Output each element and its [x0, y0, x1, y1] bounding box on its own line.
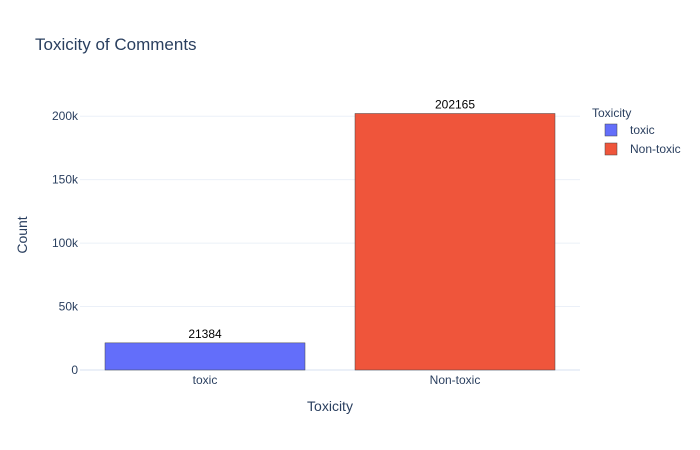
bar-non-toxic[interactable] [354, 113, 556, 371]
legend[interactable]: Toxicity toxic Non-toxic [592, 106, 681, 156]
data-label: 202165 [435, 97, 475, 111]
x-axis-title: Toxicity [307, 398, 353, 414]
x-tick-label: Non-toxic [430, 373, 481, 387]
y-tick-label: 200k [52, 109, 79, 123]
y-axis-ticks: 0 50k 100k 150k 200k [52, 109, 79, 377]
legend-label: Non-toxic [630, 142, 681, 156]
y-tick-label: 0 [71, 363, 78, 377]
legend-title: Toxicity [592, 106, 631, 120]
legend-swatch [604, 142, 618, 156]
x-axis-ticks: toxic Non-toxic [193, 373, 481, 387]
y-tick-label: 50k [59, 300, 79, 314]
legend-item[interactable]: toxic [604, 123, 655, 137]
legend-item[interactable]: Non-toxic [604, 142, 681, 156]
y-axis-title: Count [14, 216, 30, 253]
y-tick-label: 150k [52, 173, 79, 187]
bars [104, 113, 556, 371]
bar-toxic[interactable] [104, 342, 306, 371]
data-label: 21384 [188, 327, 222, 341]
x-tick-label: toxic [193, 373, 218, 387]
legend-swatch [604, 123, 618, 137]
data-labels: 21384 202165 [188, 97, 475, 340]
legend-label: toxic [630, 123, 655, 137]
chart-title: Toxicity of Comments [35, 35, 197, 54]
y-tick-label: 100k [52, 236, 79, 250]
